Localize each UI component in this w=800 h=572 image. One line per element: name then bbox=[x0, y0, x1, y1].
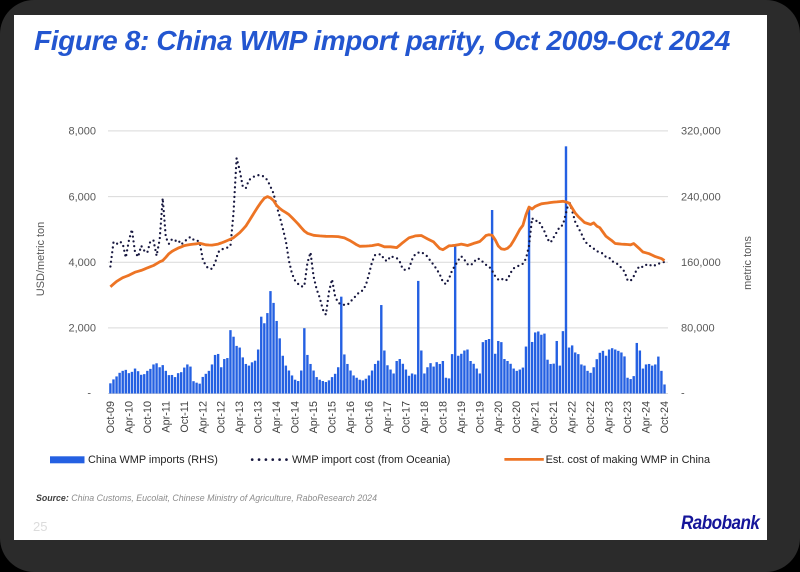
svg-text:Oct-19: Oct-19 bbox=[474, 401, 486, 433]
svg-text:6,000: 6,000 bbox=[68, 191, 96, 203]
svg-text:Apr-16: Apr-16 bbox=[345, 401, 357, 433]
svg-text:Oct-14: Oct-14 bbox=[290, 401, 302, 433]
svg-text:Apr-18: Apr-18 bbox=[419, 401, 431, 433]
svg-text:Apr-19: Apr-19 bbox=[456, 401, 468, 433]
svg-text:Oct-16: Oct-16 bbox=[363, 401, 375, 433]
svg-text:Apr-15: Apr-15 bbox=[308, 401, 320, 433]
svg-text:Oct-15: Oct-15 bbox=[327, 401, 339, 433]
svg-text:Oct-12: Oct-12 bbox=[216, 401, 228, 433]
svg-text:Apr-12: Apr-12 bbox=[197, 401, 209, 433]
svg-text:160,000: 160,000 bbox=[681, 257, 721, 269]
svg-text:240,000: 240,000 bbox=[681, 191, 721, 203]
svg-text:Oct-10: Oct-10 bbox=[142, 401, 154, 433]
svg-text:Apr-11: Apr-11 bbox=[160, 401, 172, 433]
svg-text:Apr-14: Apr-14 bbox=[271, 401, 283, 433]
svg-text:Apr-21: Apr-21 bbox=[530, 401, 542, 433]
svg-text:Oct-13: Oct-13 bbox=[253, 401, 265, 433]
svg-text:4,000: 4,000 bbox=[68, 257, 96, 269]
svg-text:-: - bbox=[87, 387, 91, 399]
svg-text:Oct-23: Oct-23 bbox=[622, 401, 634, 433]
svg-text:Apr-24: Apr-24 bbox=[641, 401, 653, 433]
svg-text:Apr-22: Apr-22 bbox=[567, 401, 579, 433]
svg-text:WMP import cost (from Oceania): WMP import cost (from Oceania) bbox=[292, 454, 450, 466]
svg-text:Oct-09: Oct-09 bbox=[105, 401, 117, 433]
svg-text:Oct-17: Oct-17 bbox=[400, 401, 412, 433]
svg-text:Oct-18: Oct-18 bbox=[437, 401, 449, 433]
svg-text:Oct-20: Oct-20 bbox=[511, 401, 523, 433]
svg-text:China WMP imports (RHS): China WMP imports (RHS) bbox=[88, 454, 218, 466]
svg-text:Apr-17: Apr-17 bbox=[382, 401, 394, 433]
svg-text:-: - bbox=[681, 387, 685, 399]
svg-text:320,000: 320,000 bbox=[681, 126, 721, 138]
svg-text:Oct-11: Oct-11 bbox=[179, 401, 191, 433]
svg-text:metric tons: metric tons bbox=[742, 236, 754, 290]
svg-text:8,000: 8,000 bbox=[68, 126, 96, 138]
svg-text:Apr-23: Apr-23 bbox=[604, 401, 616, 433]
svg-text:2,000: 2,000 bbox=[68, 323, 96, 335]
svg-text:Est. cost of making WMP in Chi: Est. cost of making WMP in China bbox=[546, 454, 711, 466]
svg-text:Oct-21: Oct-21 bbox=[548, 401, 560, 433]
svg-text:Apr-20: Apr-20 bbox=[493, 401, 505, 433]
svg-text:USD/metric ton: USD/metric ton bbox=[35, 222, 47, 297]
svg-text:Apr-10: Apr-10 bbox=[123, 401, 135, 433]
svg-text:Apr-13: Apr-13 bbox=[234, 401, 246, 433]
svg-text:Oct-22: Oct-22 bbox=[585, 401, 597, 433]
svg-text:80,000: 80,000 bbox=[681, 323, 715, 335]
svg-text:Oct-24: Oct-24 bbox=[659, 401, 671, 433]
